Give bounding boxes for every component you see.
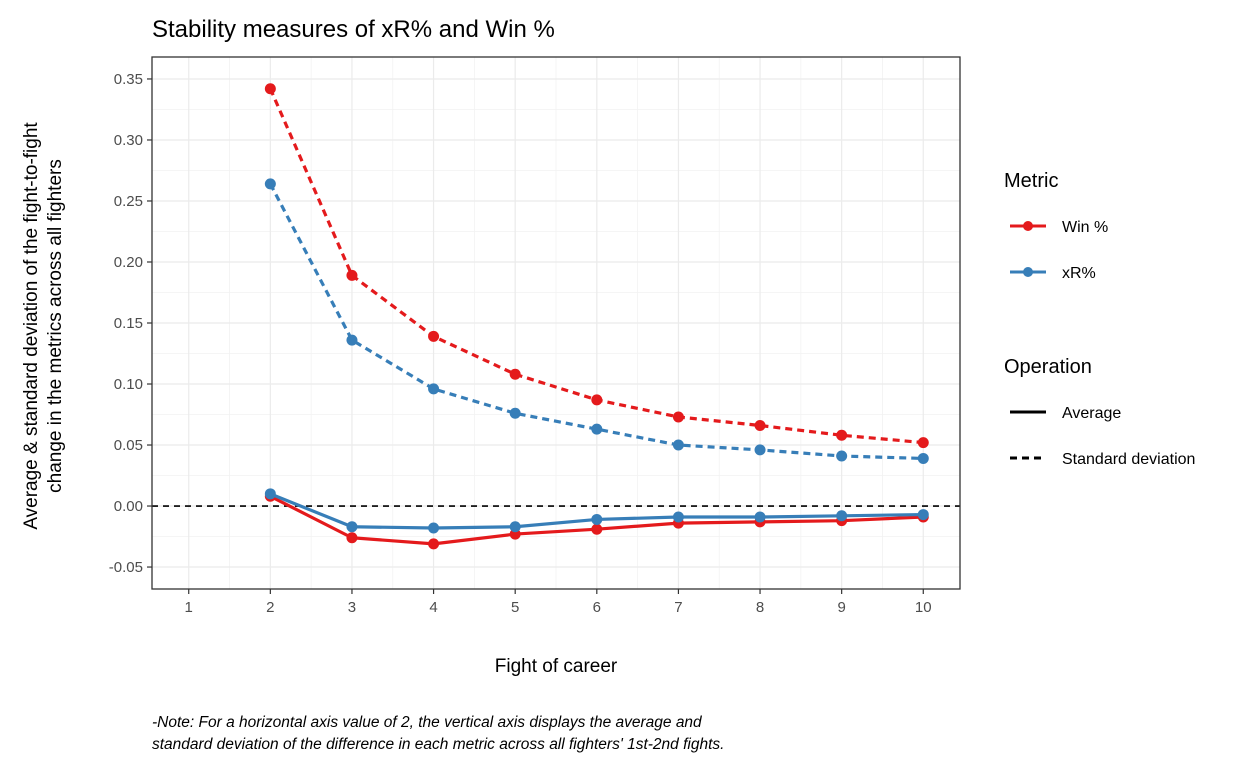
y-axis-ticks: -0.05 0.00 0.05 0.10 0.15 0.20 0.25 0.30 0.35 xyxy=(109,71,152,576)
y-axis-title: Average & standard deviation of the figh… xyxy=(21,122,66,530)
data-point xyxy=(428,538,440,550)
y-tick-label: 0.15 xyxy=(114,315,143,332)
x-axis-title: Fight of career xyxy=(495,656,618,677)
y-tick-label: 0.30 xyxy=(114,132,143,149)
data-point xyxy=(672,411,684,423)
x-tick-label: 4 xyxy=(429,599,437,616)
x-tick-label: 2 xyxy=(266,599,274,616)
data-point xyxy=(509,407,521,419)
y-tick-label: -0.05 xyxy=(109,559,143,576)
y-tick-label: 0.00 xyxy=(114,498,143,515)
chart-title: Stability measures of xR% and Win % xyxy=(152,16,555,43)
data-point xyxy=(346,532,358,544)
data-point xyxy=(428,522,440,534)
x-tick-label: 8 xyxy=(756,599,764,616)
data-point xyxy=(264,488,276,500)
legend-standard-deviation-label: Standard deviation xyxy=(1062,451,1195,468)
grid-lines xyxy=(152,57,960,589)
data-point xyxy=(264,178,276,190)
legend-item-standard-deviation: Standard deviation xyxy=(1010,451,1195,468)
data-point xyxy=(836,429,848,441)
legend-metric: Metric Win % xR% xyxy=(1004,170,1108,282)
legend-operation-title: Operation xyxy=(1004,356,1092,378)
y-tick-label: 0.05 xyxy=(114,437,143,454)
data-point xyxy=(917,452,929,464)
data-point xyxy=(917,437,929,449)
caption-line-1: -Note: For a horizontal axis value of 2,… xyxy=(152,714,703,731)
legend-metric-title: Metric xyxy=(1004,170,1058,192)
x-tick-label: 3 xyxy=(348,599,356,616)
data-point xyxy=(428,330,440,342)
data-point xyxy=(428,383,440,395)
x-tick-label: 9 xyxy=(837,599,845,616)
data-point xyxy=(836,510,848,522)
data-point xyxy=(264,83,276,95)
legend-item-win-pct: Win % xyxy=(1010,219,1108,236)
legend-operation: Operation Average Standard deviation xyxy=(1004,356,1195,468)
data-point xyxy=(591,523,603,535)
data-point xyxy=(346,334,358,346)
y-axis-title-line-1: Average & standard deviation of the figh… xyxy=(21,122,42,530)
series-xrpct-average xyxy=(264,488,929,534)
x-axis-ticks: 1 2 3 4 5 6 7 8 9 10 xyxy=(185,589,932,616)
data-point xyxy=(672,511,684,523)
legend-average-label: Average xyxy=(1062,405,1121,422)
data-point xyxy=(836,450,848,462)
x-tick-label: 5 xyxy=(511,599,519,616)
y-tick-label: 0.35 xyxy=(114,71,143,88)
series-line xyxy=(268,183,924,461)
data-point xyxy=(754,444,766,456)
y-tick-label: 0.20 xyxy=(114,254,143,271)
data-point xyxy=(917,509,929,521)
legend-item-xr-pct: xR% xyxy=(1010,265,1096,282)
series-xrpct-standard-deviation xyxy=(264,178,929,464)
data-point xyxy=(754,419,766,431)
data-point xyxy=(509,368,521,380)
data-point xyxy=(591,513,603,525)
data-point xyxy=(509,521,521,533)
y-axis-title-line-2: change in the metrics across all fighter… xyxy=(45,159,66,493)
data-point xyxy=(346,269,358,281)
data-point xyxy=(672,439,684,451)
data-point xyxy=(754,511,766,523)
legend-win-pct-label: Win % xyxy=(1062,219,1108,236)
legend-xr-pct-label: xR% xyxy=(1062,265,1096,282)
y-tick-label: 0.10 xyxy=(114,376,143,393)
data-point xyxy=(591,423,603,435)
caption-line-2: standard deviation of the difference in … xyxy=(152,736,724,753)
data-point xyxy=(591,394,603,406)
legend-item-average: Average xyxy=(1010,405,1121,422)
data-point xyxy=(346,521,358,533)
x-tick-label: 6 xyxy=(593,599,601,616)
series-win-pct-standard-deviation xyxy=(264,83,929,449)
data-series xyxy=(264,83,929,550)
legend-win-pct-marker xyxy=(1023,221,1033,231)
x-tick-label: 10 xyxy=(915,599,932,616)
y-tick-label: 0.25 xyxy=(114,193,143,210)
legend-xr-pct-marker xyxy=(1023,267,1033,277)
x-tick-label: 7 xyxy=(674,599,682,616)
x-tick-label: 1 xyxy=(185,599,193,616)
